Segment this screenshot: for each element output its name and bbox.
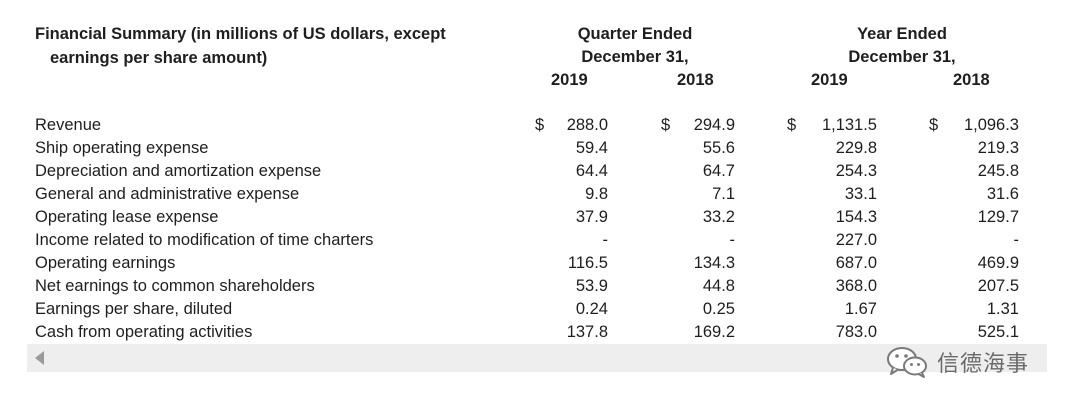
cell-q2019: 288.0 <box>566 116 608 134</box>
cell-q2018: - <box>729 231 736 249</box>
cell-q2018: 64.7 <box>702 162 735 180</box>
row-label: Net earnings to common shareholders <box>35 277 315 295</box>
currency-symbol-q2019: $ <box>535 116 545 134</box>
table-title-line1: Financial Summary (in millions of US dol… <box>35 25 446 43</box>
cell-y2019: 154.3 <box>835 208 877 226</box>
cell-y2019: 1.67 <box>844 300 877 318</box>
cell-y2019: 254.3 <box>835 162 877 180</box>
cell-q2018: 33.2 <box>702 208 735 226</box>
row-label: Operating lease expense <box>35 208 219 226</box>
cell-y2019: 229.8 <box>835 139 877 157</box>
cell-q2019: 59.4 <box>575 139 608 157</box>
currency-symbol-q2018: $ <box>661 116 671 134</box>
row-label: Depreciation and amortization expense <box>35 162 322 180</box>
cell-q2019: - <box>602 231 609 249</box>
cell-q2019: 37.9 <box>575 208 608 226</box>
row-label: General and administrative expense <box>35 185 300 203</box>
cell-y2019: 783.0 <box>835 323 877 341</box>
cell-y2018: 525.1 <box>977 323 1019 341</box>
quarter-header-line1: Quarter Ended <box>577 25 693 43</box>
currency-symbol-y2018: $ <box>929 116 939 134</box>
cell-q2018: 134.3 <box>693 254 735 272</box>
quarter-header-line2: December 31, <box>581 48 689 66</box>
cell-y2018: - <box>1013 231 1020 249</box>
cell-y2019: 687.0 <box>835 254 877 272</box>
row-label: Income related to modification of time c… <box>35 231 374 249</box>
cell-y2019: 33.1 <box>844 185 877 203</box>
cell-q2018: 44.8 <box>702 277 735 295</box>
year-header-line1: Year Ended <box>857 25 947 43</box>
cell-y2019: 368.0 <box>835 277 877 295</box>
cell-q2018: 294.9 <box>693 116 735 134</box>
cell-q2018: 0.25 <box>702 300 735 318</box>
horizontal-scrollbar[interactable] <box>27 344 1047 372</box>
col-header-q2018: 2018 <box>677 71 714 89</box>
cell-y2018: 207.5 <box>977 277 1019 295</box>
row-label: Ship operating expense <box>35 139 209 157</box>
wechat-icon <box>887 347 927 378</box>
currency-symbol-y2019: $ <box>787 116 797 134</box>
cell-q2019: 137.8 <box>566 323 608 341</box>
cell-q2019: 53.9 <box>575 277 608 295</box>
cell-y2019: 227.0 <box>835 231 877 249</box>
row-label: Earnings per share, diluted <box>35 300 233 318</box>
col-header-y2019: 2019 <box>811 71 848 89</box>
scroll-left-arrow-icon[interactable] <box>35 351 44 365</box>
col-header-y2018: 2018 <box>953 71 990 89</box>
row-label: Revenue <box>35 116 102 134</box>
col-header-q2019: 2019 <box>551 71 588 89</box>
cell-y2019: 1,131.5 <box>821 116 877 134</box>
row-label: Operating earnings <box>35 254 176 272</box>
cell-q2018: 55.6 <box>702 139 735 157</box>
watermark-text: 信德海事 <box>937 352 1030 377</box>
row-label: Cash from operating activities <box>35 323 253 341</box>
cell-y2018: 245.8 <box>977 162 1019 180</box>
cell-q2019: 64.4 <box>575 162 608 180</box>
cell-y2018: 469.9 <box>977 254 1019 272</box>
cell-q2018: 7.1 <box>712 185 735 203</box>
cell-y2018: 129.7 <box>977 208 1019 226</box>
cell-q2018: 169.2 <box>693 323 735 341</box>
cell-y2018: 219.3 <box>977 139 1019 157</box>
table-title-line2: earnings per share amount) <box>50 49 268 67</box>
year-header-line2: December 31, <box>848 48 956 66</box>
cell-y2018: 31.6 <box>986 185 1019 203</box>
cell-y2018: 1.31 <box>986 300 1019 318</box>
cell-y2018: 1,096.3 <box>963 116 1019 134</box>
cell-q2019: 116.5 <box>567 254 608 272</box>
cell-q2019: 9.8 <box>585 185 608 203</box>
cell-q2019: 0.24 <box>575 300 608 318</box>
watermark: 信德海事 <box>885 344 1029 380</box>
